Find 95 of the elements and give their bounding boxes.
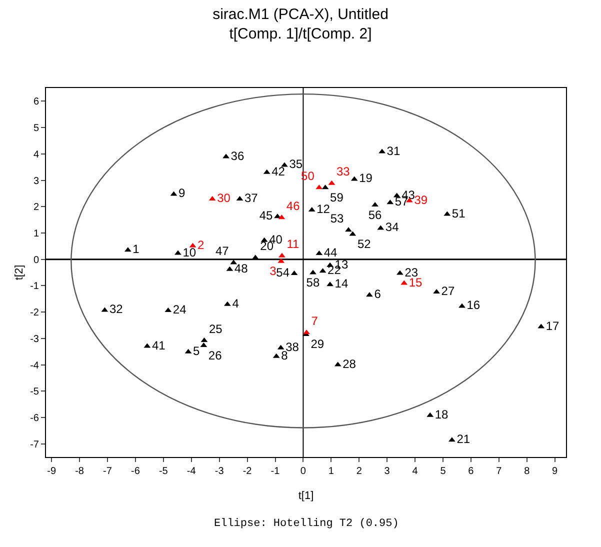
series-label: 6	[374, 287, 382, 302]
series-label: 34	[385, 220, 400, 234]
text: Ellipse: Hotelling T2 (0.95)	[214, 518, 399, 530]
point	[366, 292, 373, 297]
y-axis-title: t[2]	[14, 264, 26, 280]
point	[458, 303, 466, 308]
series-label: 19	[359, 171, 373, 186]
series-label: 39	[414, 192, 428, 207]
point	[278, 252, 286, 258]
series-label: 5	[193, 344, 200, 358]
series-label: 26	[208, 348, 222, 362]
series-label: 28	[342, 356, 356, 371]
x-tick-label: 8	[524, 466, 530, 477]
series-label: 59	[330, 190, 344, 204]
x-tick-label: 3	[384, 466, 390, 477]
series-label: 30	[217, 190, 231, 205]
series-label: 53	[330, 211, 344, 226]
chart-subtitle: t[Comp. 1]/t[Comp. 2]	[229, 26, 372, 43]
series-label: 35	[289, 157, 303, 172]
series-label: 54	[276, 266, 290, 280]
series-label: 10	[182, 245, 196, 260]
y-tick-label: 4	[33, 149, 40, 160]
series-label: 58	[306, 276, 320, 290]
x-tick-label: -6	[131, 466, 140, 477]
series-label: 52	[357, 237, 372, 252]
point	[281, 162, 288, 167]
series-label: 32	[109, 302, 124, 316]
chart-title: sirac.M1 (PCA-X), Untitled	[212, 6, 388, 24]
series-label: 46	[286, 198, 300, 213]
y-tick-label: -2	[30, 308, 40, 319]
point	[310, 270, 316, 274]
series-label: 33	[336, 164, 350, 179]
x-tick-label: 5	[440, 466, 446, 477]
x-tick-label: -2	[242, 466, 252, 477]
x-tick-label: -1	[270, 466, 280, 477]
y-tick-label: 6	[33, 96, 40, 108]
series-label: 48	[234, 261, 248, 276]
point	[378, 148, 386, 154]
y-tick-label: -5	[30, 386, 40, 398]
x-tick-label: -9	[47, 466, 56, 477]
series-label: 11	[286, 237, 300, 252]
series-label: 21	[456, 432, 470, 446]
y-tick-label: -6	[30, 412, 40, 424]
series-label: 7	[311, 314, 318, 328]
series-label: 25	[208, 322, 223, 336]
series-label: 3	[270, 264, 277, 278]
series-label: 47	[215, 244, 230, 258]
series-label: 37	[244, 190, 258, 205]
x-tick-label: 7	[496, 466, 502, 477]
series-label: 29	[310, 337, 324, 352]
series-label: 16	[466, 298, 480, 312]
x-tick-label: 4	[412, 466, 418, 477]
series-label: 27	[441, 284, 455, 298]
series-label: 1	[132, 242, 140, 256]
y-tick-label: 3	[33, 176, 40, 187]
series-label: 12	[316, 202, 330, 216]
point	[326, 282, 334, 286]
series-label: 24	[172, 302, 187, 316]
x-tick-label: -7	[103, 466, 112, 477]
series-label: 14	[334, 276, 348, 291]
series-label: 42	[272, 164, 286, 178]
series-label: 45	[259, 208, 274, 223]
series-label: 2	[198, 238, 205, 252]
x-tick-label: 2	[356, 466, 362, 477]
point	[222, 154, 230, 158]
x-tick-label: -4	[186, 466, 196, 477]
point	[174, 250, 182, 255]
y-tick-label: -3	[30, 334, 40, 345]
series-label: 4	[232, 296, 240, 310]
y-tick-label: -7	[30, 439, 40, 450]
x-tick-label: -5	[158, 466, 168, 477]
point	[345, 227, 352, 232]
y-tick-label: 0	[33, 254, 40, 266]
y-tick-label: 2	[33, 202, 40, 214]
x-tick-label: 6	[468, 466, 474, 477]
series-label: 38	[286, 340, 300, 354]
y-tick-label: -4	[30, 360, 40, 372]
series-label: 31	[386, 144, 400, 158]
x-tick-label: 9	[552, 466, 558, 477]
y-tick-label: 5	[33, 123, 40, 134]
x-tick-label: 1	[328, 466, 334, 477]
series-label: 41	[152, 338, 166, 352]
series-label: 44	[324, 246, 338, 260]
x-tick-label: -8	[75, 466, 84, 477]
series-label: 36	[230, 148, 244, 163]
x-tick-label: -3	[214, 466, 224, 477]
y-tick-label: 1	[33, 228, 40, 240]
series-label: 18	[434, 407, 449, 422]
x-axis-title: t[1]	[298, 490, 314, 502]
y-tick-label: -1	[30, 281, 40, 292]
series-label: 51	[452, 206, 466, 220]
series-label: 56	[368, 208, 382, 222]
x-tick-label: 0	[300, 466, 306, 477]
series-label: 17	[546, 318, 560, 333]
series-label: 9	[178, 186, 186, 200]
